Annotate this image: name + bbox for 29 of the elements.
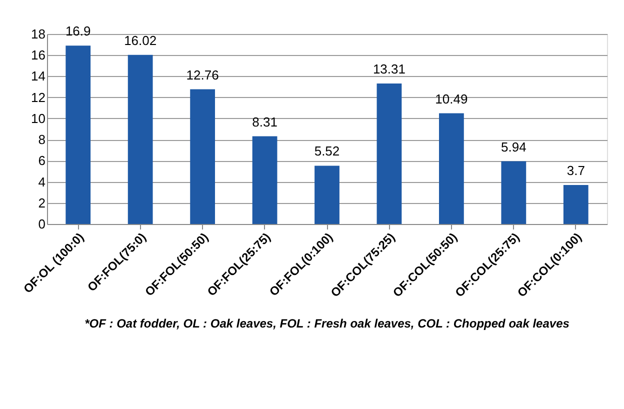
data-label: 8.31 xyxy=(252,114,278,130)
y-tick-label: 10 xyxy=(31,110,46,126)
data-label: 13.31 xyxy=(372,62,406,77)
data-label: 12.76 xyxy=(186,67,219,82)
bar xyxy=(252,136,278,224)
bar xyxy=(128,54,153,224)
y-tick-label: 14 xyxy=(31,68,46,84)
text: *OF : Oat fodder, OL : Oak leaves, FOL : Fresh oak leaves, COL : Chopped oak leaves xyxy=(84,316,570,331)
bar xyxy=(501,161,526,224)
bar xyxy=(439,113,464,224)
y-tick-label: 0 xyxy=(38,216,46,232)
bar xyxy=(314,166,340,224)
data-label: 3.7 xyxy=(566,162,585,178)
y-tick-label: 16 xyxy=(31,48,46,63)
bar xyxy=(190,89,215,224)
y-tick-label: 18 xyxy=(31,26,46,42)
y-tick-label: 8 xyxy=(38,132,46,148)
data-label: 16.9 xyxy=(65,24,91,39)
data-label: 5.52 xyxy=(314,144,340,159)
y-tick-label: 6 xyxy=(38,153,46,168)
y-tick-label: 12 xyxy=(31,90,46,105)
data-label: 5.94 xyxy=(501,139,526,154)
y-tick-label: 4 xyxy=(38,174,46,190)
data-label: 10.49 xyxy=(435,91,468,106)
bar xyxy=(66,46,91,224)
bar xyxy=(376,84,402,224)
data-label: 16.02 xyxy=(124,32,157,48)
bar xyxy=(563,184,588,224)
y-tick-label: 2 xyxy=(38,195,46,210)
